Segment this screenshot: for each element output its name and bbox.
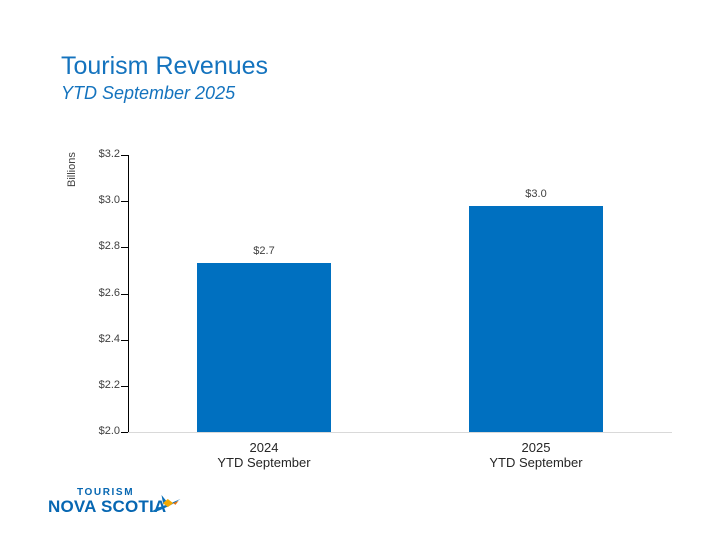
y-tick-label: $2.2 — [98, 378, 120, 391]
y-tick-label: $2.8 — [98, 240, 120, 253]
x-axis-category-label: 2024 YTD September — [174, 440, 354, 470]
bird-icon — [150, 495, 181, 513]
y-tick-label: $3.2 — [98, 148, 120, 160]
y-axis-line — [128, 155, 129, 433]
category-period: YTD September — [489, 455, 583, 470]
y-tick-label: $2.6 — [98, 286, 120, 299]
category-period: YTD September — [217, 455, 311, 470]
y-axis-title: Billions — [66, 152, 78, 188]
y-tick-mark — [121, 155, 128, 156]
bar-2025 — [469, 205, 603, 432]
y-tick-mark — [121, 201, 128, 203]
x-axis-category-label: 2025 YTD September — [446, 440, 626, 470]
y-tick-mark — [121, 385, 128, 387]
category-year: 2025 — [521, 440, 551, 455]
y-tick-mark — [121, 247, 128, 249]
y-tick-label: $2.4 — [98, 332, 120, 345]
y-tick-mark — [121, 293, 128, 295]
y-tick-mark — [121, 432, 128, 433]
category-year: 2024 — [249, 440, 279, 455]
y-tick-label: $2.0 — [98, 425, 120, 437]
bar-value-label: $2.7 — [253, 245, 275, 258]
chart-header: Tourism Revenues YTD September 2025 — [61, 52, 269, 104]
y-tick-label: $3.0 — [98, 194, 120, 207]
bar-value-label: $3.0 — [525, 187, 547, 200]
logo-tourism-text: TOURISM — [77, 487, 135, 498]
chart-subtitle: YTD September 2025 — [61, 83, 236, 103]
chart-title: Tourism Revenues — [61, 52, 269, 80]
y-tick-mark — [121, 339, 128, 341]
x-axis-baseline — [128, 432, 672, 433]
logo-nova-scotia-text: NOVA SCOTIA — [48, 497, 167, 516]
tourism-nova-scotia-logo: TOURISM NOVA SCOTIA — [48, 487, 198, 516]
bar-2024 — [197, 263, 331, 432]
